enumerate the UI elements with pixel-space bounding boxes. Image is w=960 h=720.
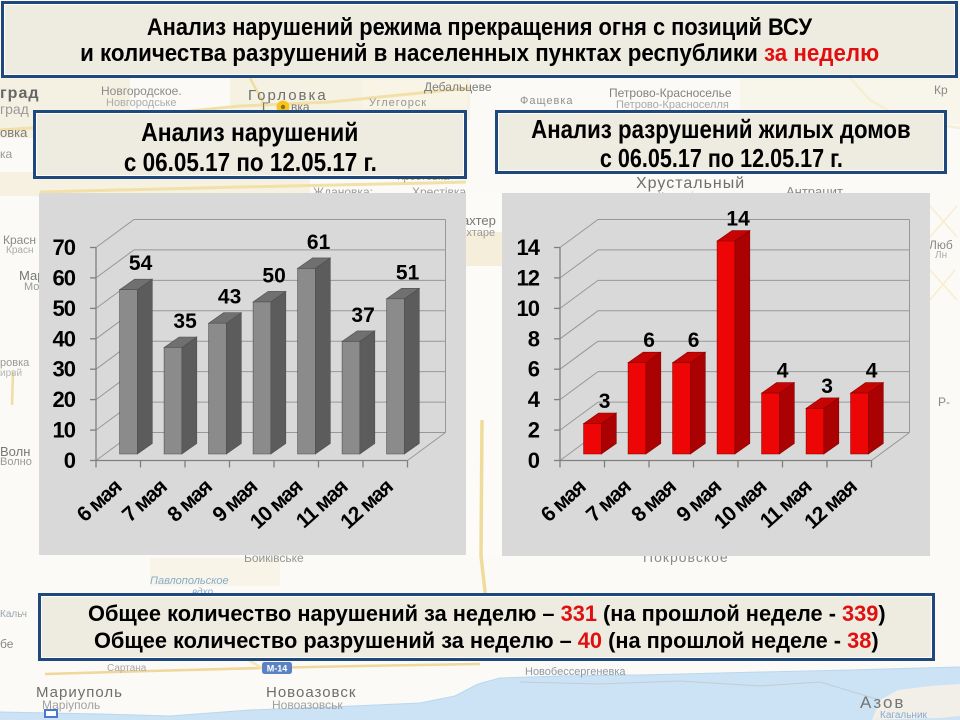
- svg-text:10: 10: [53, 418, 76, 443]
- svg-text:6: 6: [688, 329, 700, 352]
- svg-text:70: 70: [53, 235, 76, 260]
- svg-text:12 мая: 12 мая: [800, 476, 861, 534]
- svg-text:10 мая: 10 мая: [246, 476, 307, 534]
- svg-text:61: 61: [307, 231, 331, 254]
- svg-text:2: 2: [528, 418, 540, 443]
- svg-text:4: 4: [528, 387, 541, 412]
- svg-text:50: 50: [53, 296, 76, 321]
- svg-text:3: 3: [599, 390, 611, 413]
- svg-text:14: 14: [726, 208, 750, 231]
- svg-text:20: 20: [53, 387, 76, 412]
- svg-text:10: 10: [517, 296, 540, 321]
- svg-text:51: 51: [396, 261, 420, 284]
- svg-text:40: 40: [53, 326, 76, 351]
- svg-text:12: 12: [517, 265, 540, 290]
- svg-text:0: 0: [528, 448, 540, 473]
- svg-text:60: 60: [53, 265, 76, 290]
- svg-text:8: 8: [528, 326, 540, 351]
- svg-text:0: 0: [64, 448, 76, 473]
- svg-text:4: 4: [777, 360, 789, 383]
- svg-text:30: 30: [53, 357, 76, 382]
- svg-text:10 мая: 10 мая: [710, 476, 771, 534]
- svg-text:6: 6: [643, 329, 655, 352]
- svg-text:14: 14: [517, 235, 541, 260]
- svg-text:6 мая: 6 мая: [537, 476, 590, 527]
- svg-text:7 мая: 7 мая: [118, 476, 171, 527]
- svg-text:М-14: М-14: [267, 664, 288, 674]
- svg-text:8 мая: 8 мая: [627, 476, 680, 527]
- svg-text:12 мая: 12 мая: [336, 476, 397, 534]
- svg-text:8 мая: 8 мая: [163, 476, 216, 527]
- svg-text:54: 54: [129, 252, 153, 275]
- svg-text:3: 3: [821, 375, 833, 398]
- svg-text:43: 43: [218, 286, 241, 309]
- svg-text:6: 6: [528, 357, 540, 382]
- svg-text:50: 50: [262, 264, 285, 287]
- svg-text:37: 37: [351, 304, 374, 327]
- svg-text:4: 4: [866, 360, 878, 383]
- svg-text:7 мая: 7 мая: [582, 476, 635, 527]
- svg-text:35: 35: [173, 310, 197, 333]
- svg-text:6 мая: 6 мая: [73, 476, 126, 527]
